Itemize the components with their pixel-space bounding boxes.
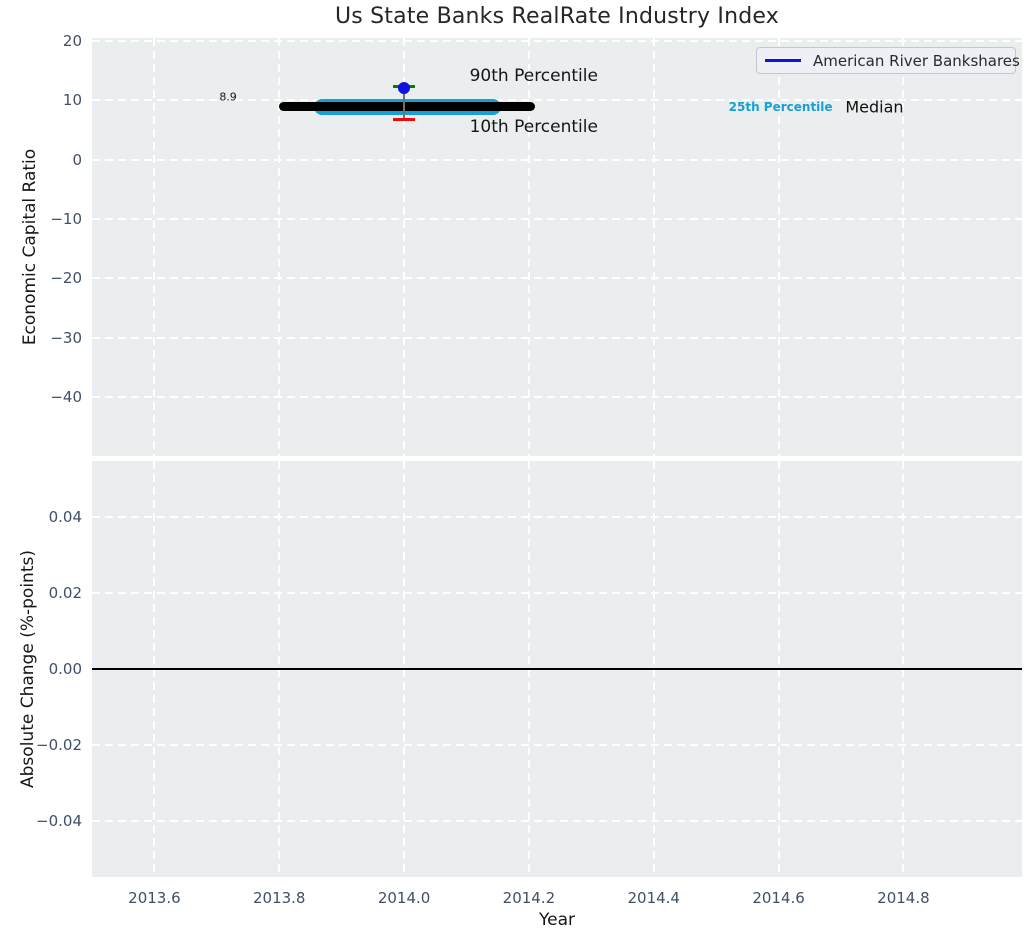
gridline-y-−0.02 [92, 744, 1022, 747]
ytick-label: 0.04 [48, 507, 82, 526]
gridline-y-−10 [92, 217, 1022, 220]
axes-top-economic-capital-ratio: 8.9 90th Percentile 10th Percentile 25th Pe… [92, 38, 1022, 456]
chart-title: Us State Banks RealRate Industry Index [334, 4, 779, 29]
xtick-label: 2014.8 [877, 889, 930, 907]
xtick-label: 2013.8 [252, 889, 306, 907]
median-value-label: 8.9 [219, 90, 237, 104]
gridline-x-2013.6 [153, 38, 156, 456]
percentile-whisker-line [403, 86, 405, 120]
gridline-x-2013.8 [278, 38, 281, 456]
label-median: Median [845, 97, 904, 117]
legend: American River Bankshares [756, 47, 1020, 74]
gridline-x-2014.6 [777, 38, 780, 456]
axes-bottom-absolute-change [92, 461, 1022, 877]
ytick-label: −0.04 [36, 812, 82, 831]
series-point-American River Bankshares [398, 81, 411, 94]
legend-line-swatch [765, 59, 801, 62]
xtick-label: 2014.2 [502, 889, 556, 907]
ytick-label: 20 [62, 31, 82, 50]
gridline-y-−30 [92, 336, 1022, 339]
percentile-whisker-cap-bottom [393, 117, 416, 122]
ytick-label: 10 [62, 91, 82, 110]
gridline-y-0.04 [92, 515, 1022, 518]
x-axis-label: Year [539, 910, 575, 930]
xtick-label: 2014.4 [627, 889, 680, 907]
ytick-label: −40 [50, 388, 82, 407]
gridline-y-10 [92, 99, 1022, 102]
ytick-label: 0.02 [48, 583, 82, 602]
ytick-label: −10 [50, 209, 82, 228]
gridline-y-20 [92, 39, 1022, 42]
series-median-line [279, 102, 536, 112]
gridline-x-2014.0 [403, 38, 406, 456]
series-zero-line [92, 668, 1022, 670]
gridline-y-−40 [92, 396, 1022, 399]
label-90th-percentile: 90th Percentile [469, 65, 598, 86]
xtick-label: 2014.6 [752, 889, 805, 907]
gridline-y-0.02 [92, 591, 1022, 594]
gridline-y-−20 [92, 277, 1022, 280]
gridline-x-2014.2 [527, 38, 530, 456]
label-10th-percentile: 10th Percentile [469, 117, 598, 138]
ytick-label: −0.02 [36, 736, 82, 755]
gridline-y-0 [92, 158, 1022, 161]
xtick-label: 2013.6 [128, 889, 181, 907]
ytick-label: 0.00 [48, 660, 82, 678]
y-axis-label-top: Economic Capital Ratio [20, 148, 40, 346]
gridline-x-2014.8 [902, 38, 905, 456]
legend-label: American River Bankshares [813, 51, 1020, 70]
label-25th-percentile: 25th Percentile [728, 99, 833, 114]
ytick-label: −30 [50, 328, 82, 347]
gridline-x-2014.4 [652, 38, 655, 456]
gridline-y-−0.04 [92, 820, 1022, 823]
ytick-label: 0 [72, 150, 82, 169]
ytick-label: −20 [50, 269, 82, 288]
xtick-label: 2014.0 [377, 889, 431, 907]
